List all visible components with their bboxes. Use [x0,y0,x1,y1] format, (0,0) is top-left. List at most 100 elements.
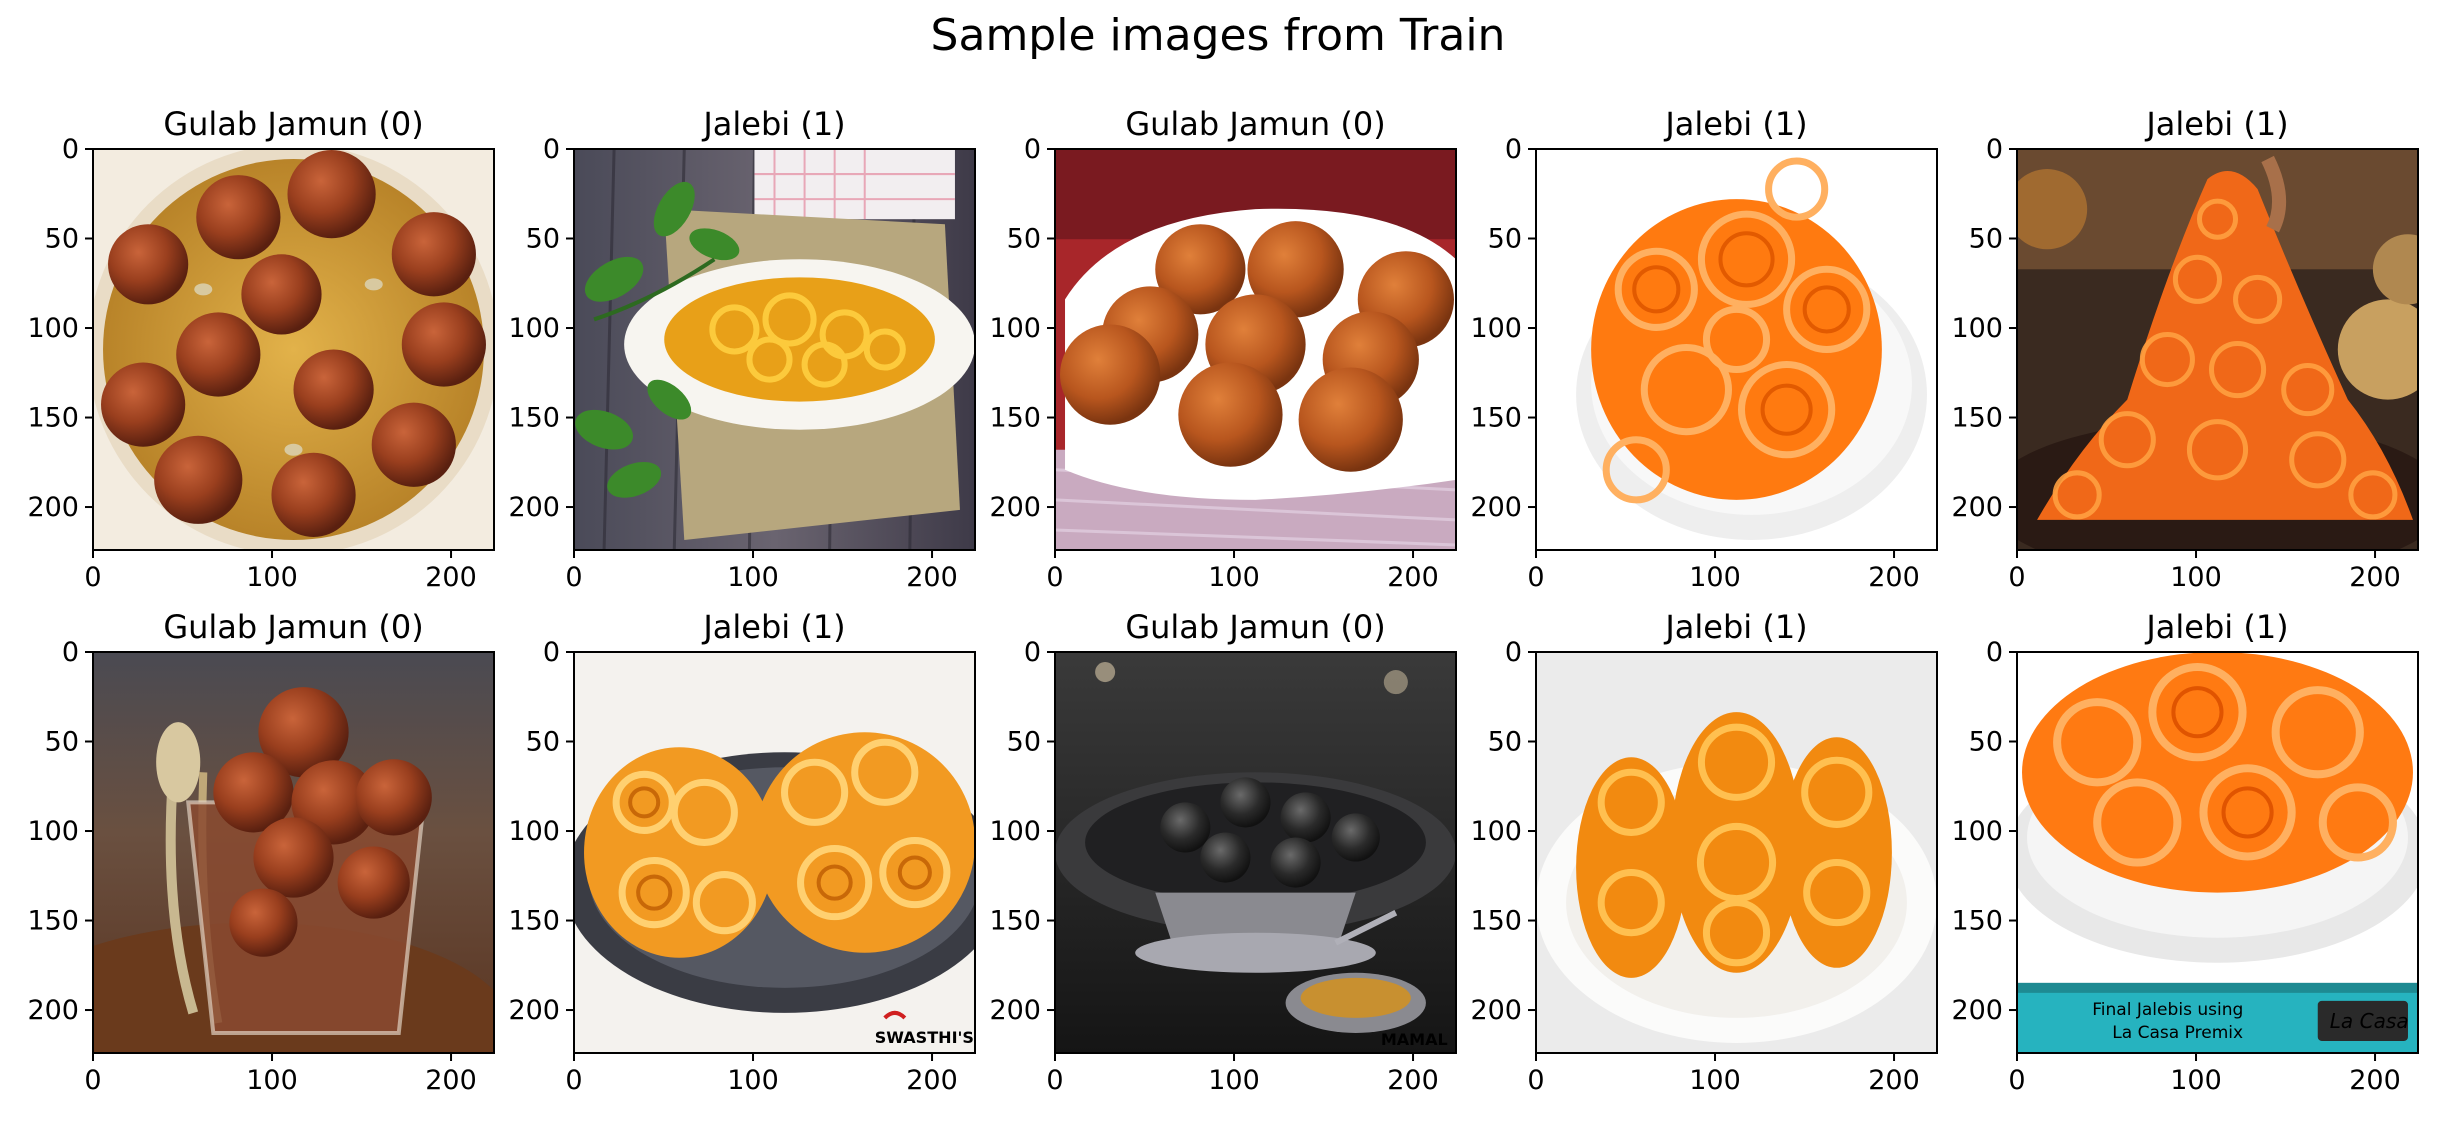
figure-title: Sample images from Train [931,10,1506,61]
y-tick-label: 150 [1470,403,1522,434]
y-tick-label: 50 [45,727,79,758]
image-grid: Gulab Jamun (0) 0 100 200 0 50 100 150 200 Jalebi… [0,105,2437,1121]
y-tick-label: 200 [27,995,79,1026]
y-tick-label: 150 [1951,403,2003,434]
x-tick-label: 0 [84,562,101,593]
axes-frame [92,148,495,551]
food-image-gulab-jamun-white-dish [1055,149,1456,550]
food-image-gulab-jamun-in-syrup-bowl [93,149,494,550]
image-panel: Jalebi (1) 0 100 200 0 50 100 150 200 [1951,608,2419,1096]
y-tick-label: 200 [1470,492,1522,523]
food-image-gulab-jamun-glass-cup-spoons [0,652,514,1121]
x-tick-label: 200 [1387,1065,1439,1096]
y-tick-label: 100 [1470,313,1522,344]
y-tick-label: 0 [62,134,79,165]
image-panel: Jalebi (1) 0 100 200 0 50 100 150 200 [1951,105,2437,593]
x-tick-label: 200 [1868,562,1920,593]
y-tick-label: 100 [508,816,560,847]
y-tick-label: 150 [1951,906,2003,937]
x-tick-label: 100 [246,562,298,593]
axes-frame [573,148,976,551]
y-tick-label: 100 [27,313,79,344]
food-image-jalebi-heap-on-pan [1987,149,2437,580]
axes-frame [1535,148,1938,551]
x-tick-label: 0 [1527,1065,1544,1096]
y-tick-label: 150 [989,403,1041,434]
y-tick-label: 50 [45,224,79,255]
axes-frame [2016,148,2419,551]
x-tick-label: 200 [1868,1065,1920,1096]
x-tick-label: 100 [1208,1065,1260,1096]
axes-frame [1054,148,1457,551]
x-tick-label: 0 [1527,562,1544,593]
panel-title: Gulab Jamun (0) [1125,105,1385,143]
image-panel: Jalebi (1) 0 100 200 0 50 100 150 200 [508,608,976,1096]
x-tick-label: 200 [2349,562,2401,593]
y-tick-label: 0 [1505,637,1522,668]
y-tick-label: 50 [526,727,560,758]
panel-title: Jalebi (1) [701,608,845,646]
axes-frame [92,651,495,1054]
x-tick-label: 100 [246,1065,298,1096]
y-tick-label: 200 [989,995,1041,1026]
panel-title: Jalebi (1) [1663,105,1807,143]
y-tick-label: 200 [1951,492,2003,523]
x-tick-label: 100 [727,1065,779,1096]
y-tick-label: 100 [989,313,1041,344]
image-panel: Gulab Jamun (0) 0 100 200 0 50 100 150 200 [0,608,514,1121]
x-tick-label: 0 [2008,562,2025,593]
image-panel: Jalebi (1) 0 100 200 0 50 100 150 200 [508,105,976,593]
x-tick-label: 0 [1046,562,1063,593]
y-tick-label: 50 [1488,224,1522,255]
y-tick-label: 50 [1007,224,1041,255]
x-tick-label: 200 [2349,1065,2401,1096]
x-tick-label: 0 [565,562,582,593]
x-tick-label: 0 [1046,1065,1063,1096]
axes-frame [1054,651,1457,1054]
x-tick-label: 200 [425,562,477,593]
x-tick-label: 200 [906,562,958,593]
y-tick-label: 100 [989,816,1041,847]
x-tick-label: 100 [1689,1065,1741,1096]
y-tick-label: 200 [508,995,560,1026]
y-tick-label: 100 [1951,816,2003,847]
y-tick-label: 150 [27,906,79,937]
y-tick-label: 200 [508,492,560,523]
y-tick-label: 150 [508,906,560,937]
y-tick-label: 50 [1488,727,1522,758]
panel-title: Gulab Jamun (0) [1125,608,1385,646]
y-tick-label: 100 [27,816,79,847]
x-tick-label: 100 [1208,562,1260,593]
y-tick-label: 0 [62,637,79,668]
y-tick-label: 0 [543,134,560,165]
y-tick-label: 150 [27,403,79,434]
image-panel: Jalebi (1) 0 100 200 0 50 100 150 200 [1470,105,1938,593]
y-tick-label: 150 [989,906,1041,937]
y-tick-label: 50 [1969,727,2003,758]
x-tick-label: 200 [425,1065,477,1096]
y-tick-label: 200 [1951,995,2003,1026]
x-tick-label: 100 [1689,562,1741,593]
axes-frame [1535,651,1938,1054]
y-tick-label: 150 [1470,906,1522,937]
panel-title: Gulab Jamun (0) [163,608,423,646]
panel-title: Jalebi (1) [1663,608,1807,646]
axes-frame [2016,651,2419,1054]
y-tick-label: 100 [508,313,560,344]
axes-frame [573,651,976,1054]
image-panel: Gulab Jamun (0) 0 100 200 0 50 100 150 200 [989,105,1457,593]
image-panel: Gulab Jamun (0) 0 100 200 0 50 100 150 200 [989,608,1457,1096]
x-tick-label: 0 [565,1065,582,1096]
food-image-jalebi-white-bowl [1536,149,1937,550]
x-tick-label: 0 [2008,1065,2025,1096]
x-tick-label: 0 [84,1065,101,1096]
panel-title: Jalebi (1) [2144,105,2288,143]
y-tick-label: 200 [1470,995,1522,1026]
y-tick-label: 0 [1986,134,2003,165]
x-tick-label: 200 [1387,562,1439,593]
image-panel: Jalebi (1) 0 100 200 0 50 100 150 200 [1470,608,1938,1096]
panel-title: Gulab Jamun (0) [163,105,423,143]
food-image-jalebi-on-white-plate-burlap [570,149,975,550]
y-tick-label: 0 [1024,134,1041,165]
